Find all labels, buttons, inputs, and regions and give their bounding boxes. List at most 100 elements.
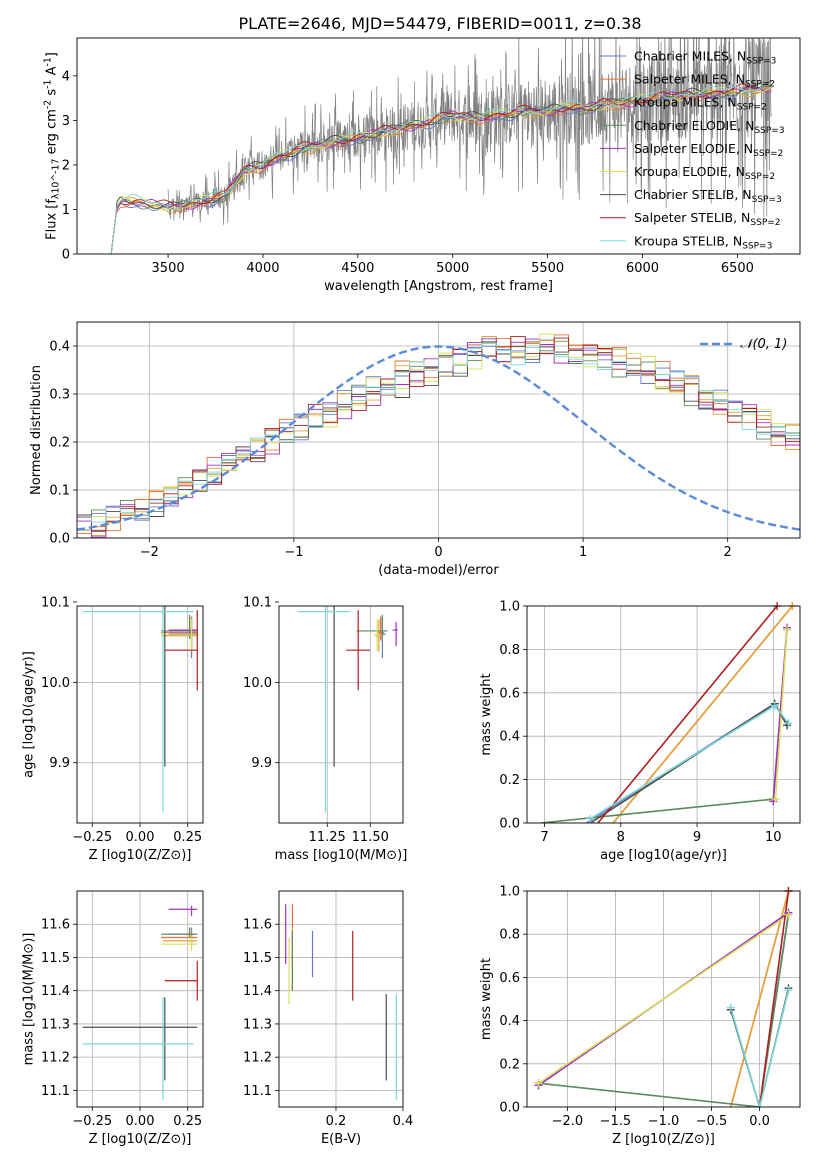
panels: 3500 4000 4500 5000 5500 6000 6500 0 1 2 3 4 wavelen… (22, 37, 801, 1147)
residual-histogram (77, 338, 800, 538)
model-spectrum-line (110, 83, 772, 254)
x-tick-label: 5500 (531, 261, 564, 276)
x-tick-label: −0.25 (72, 1114, 112, 1129)
legend-label: Salpeter STELIB, NSSP=2​ (634, 210, 781, 228)
x-tick-label: −1.0 (648, 1114, 680, 1129)
y-tick-label: 11.3 (41, 1017, 70, 1032)
mass-weight-line (538, 914, 790, 1107)
y-tick-label: 0.4 (49, 340, 70, 355)
x-tick-label: −2 (140, 545, 159, 560)
x-tick-label: 2 (724, 545, 732, 560)
legend-label: Salpeter MILES, NSSP=2​ (634, 72, 775, 90)
y-tick-label: 4 (62, 69, 70, 84)
x-tick-label: −2.0 (552, 1114, 584, 1129)
axes-frame (526, 605, 801, 824)
y-tick-label: 1 (62, 203, 70, 218)
x-tick-label: 0.00 (126, 1114, 155, 1129)
x-axis-label: Z [log10(Z/Z⊙)] (612, 1132, 715, 1147)
spectrum-plot-area (110, 38, 772, 254)
y-tick-label: 0.2 (49, 436, 70, 451)
y-tick-label: 0.2 (499, 1057, 520, 1072)
x-tick-label: 7 (540, 830, 548, 845)
y-axis-label: mass weight (479, 673, 494, 755)
mass-weight-vs-Z-plot-area (527, 891, 800, 1107)
axes-frame (76, 890, 204, 1108)
mass-weight-marker (534, 1079, 543, 1088)
model-spectrum-line (110, 80, 772, 254)
x-tick-label: −0.5 (696, 1114, 728, 1129)
x-tick-label: 5000 (436, 261, 469, 276)
axes-frame (278, 605, 404, 824)
y-tick-label: 11.6 (243, 918, 272, 933)
y-tick-label: 1.0 (499, 885, 520, 900)
y-axis-label: Flux [fλ10^-17​ erg cm-2​ s-1​ A-1​] (42, 52, 61, 240)
y-tick-label: 11.1 (41, 1084, 70, 1099)
x-axis-label: Z [log10(Z/Z⊙)] (89, 848, 192, 863)
x-tick-label: 1 (579, 545, 587, 560)
model-spectrum-line (110, 84, 772, 254)
x-tick-label: 10 (765, 830, 782, 845)
figure-title: PLATE=2646, MJD=54479, FIBERID=0011, z=0… (238, 14, 641, 33)
residual-histogram (77, 333, 800, 524)
x-axis-label: wavelength [Angstrom, rest frame] (324, 279, 553, 294)
y-tick-label: 9.9 (49, 756, 70, 771)
x-axis-label: mass [log10(M/M⊙)] (275, 848, 408, 863)
y-tick-label: 2 (62, 158, 70, 173)
axes-frame (76, 321, 801, 539)
x-tick-label: 11.25 (309, 830, 346, 845)
x-axis-label: E(B-V) (321, 1132, 361, 1147)
y-tick-label: 10.0 (41, 676, 70, 691)
legend-label: Kroupa STELIB, NSSP=3​ (634, 233, 772, 251)
mass-weight-line (597, 606, 778, 823)
y-tick-label: 11.1 (243, 1084, 272, 1099)
y-tick-label: 11.4 (41, 984, 70, 999)
mass-vs-Z-panel: −0.25 0.00 0.25 11.1 11.2 11.3 11.4 11.5 11.6 Z [… (22, 890, 204, 1147)
residual-histogram (77, 341, 800, 532)
x-tick-label: 0.25 (173, 830, 202, 845)
x-tick-label: 11.50 (352, 830, 389, 845)
x-tick-label: −0.25 (72, 830, 112, 845)
y-tick-label: 1.0 (499, 600, 520, 615)
legend-label: 𝒩(0, 1) (740, 337, 787, 352)
y-tick-label: 0.4 (499, 1014, 520, 1029)
x-tick-label: 6000 (626, 261, 659, 276)
mass-vs-EBV-panel: 0.2 0.4 11.1 11.2 11.3 11.4 11.5 11.6 E(B-V) (243, 890, 413, 1147)
y-axis-label: mass weight (479, 958, 494, 1040)
y-tick-label: 10.1 (41, 595, 70, 610)
legend-label: Kroupa MILES, NSSP=2​ (634, 95, 767, 113)
residuals-plot-area (77, 322, 800, 538)
axes-frame (526, 890, 801, 1108)
x-axis-label: (data-model)/error (378, 563, 499, 578)
y-tick-label: 11.6 (41, 918, 70, 933)
y-axis-label: age [log10(age/yr)] (22, 651, 37, 778)
y-tick-label: 9.9 (251, 756, 272, 771)
axes-frame (76, 605, 204, 824)
residual-histogram (77, 336, 800, 538)
y-tick-label: 10.1 (243, 595, 272, 610)
residual-histogram (77, 339, 800, 538)
mass-weight-marker (770, 701, 779, 710)
x-axis-label: Z [log10(Z/Z⊙)] (89, 1132, 192, 1147)
gaussian-reference-curve (77, 345, 800, 531)
mass-vs-EBV-plot-area (279, 891, 403, 1107)
y-tick-label: 10.0 (243, 676, 272, 691)
age-vs-Z-plot-area (77, 606, 203, 823)
mass-vs-Z-plot-area (77, 891, 203, 1107)
x-tick-label: 9 (693, 830, 701, 845)
legend-label: Chabrier ELODIE, NSSP=3​ (634, 118, 785, 136)
y-tick-label: 0.8 (499, 643, 520, 658)
y-tick-label: 11.5 (243, 951, 272, 966)
y-tick-label: 11.3 (243, 1017, 272, 1032)
age-vs-Z-panel: −0.25 0.00 0.25 9.9 10.0 10.1 Z [log10(Z/Z⊙)] a… (22, 595, 204, 863)
x-tick-label: −1 (284, 545, 303, 560)
x-tick-label: 0.25 (173, 1114, 202, 1129)
y-tick-label: 0.2 (499, 773, 520, 788)
residuals-panel: −2 −1 0 1 2 0.0 0.1 0.2 0.3 0.4 (data-model)/error… (29, 321, 801, 578)
y-tick-label: 0.3 (49, 388, 70, 403)
residual-histogram (77, 336, 800, 531)
x-tick-label: 4000 (246, 261, 279, 276)
age-vs-mass-panel: 11.25 11.50 9.9 10.0 10.1 mass [log10(M/M⊙)] (243, 595, 408, 863)
y-tick-label: 0.6 (499, 971, 520, 986)
x-tick-label: 0.2 (326, 1114, 347, 1129)
y-tick-label: 0 (62, 248, 70, 263)
